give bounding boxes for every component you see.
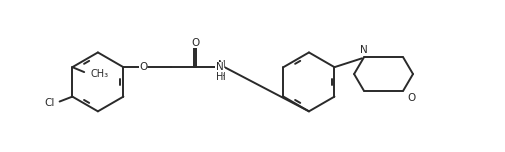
- Text: H: H: [216, 72, 223, 82]
- Text: N: N: [215, 62, 223, 72]
- Text: N
H: N H: [217, 60, 225, 82]
- Text: Cl: Cl: [44, 98, 55, 109]
- Text: O: O: [407, 93, 415, 103]
- Text: O: O: [139, 62, 147, 72]
- Text: O: O: [190, 38, 199, 48]
- Text: CH₃: CH₃: [90, 69, 108, 79]
- Text: N: N: [360, 45, 367, 55]
